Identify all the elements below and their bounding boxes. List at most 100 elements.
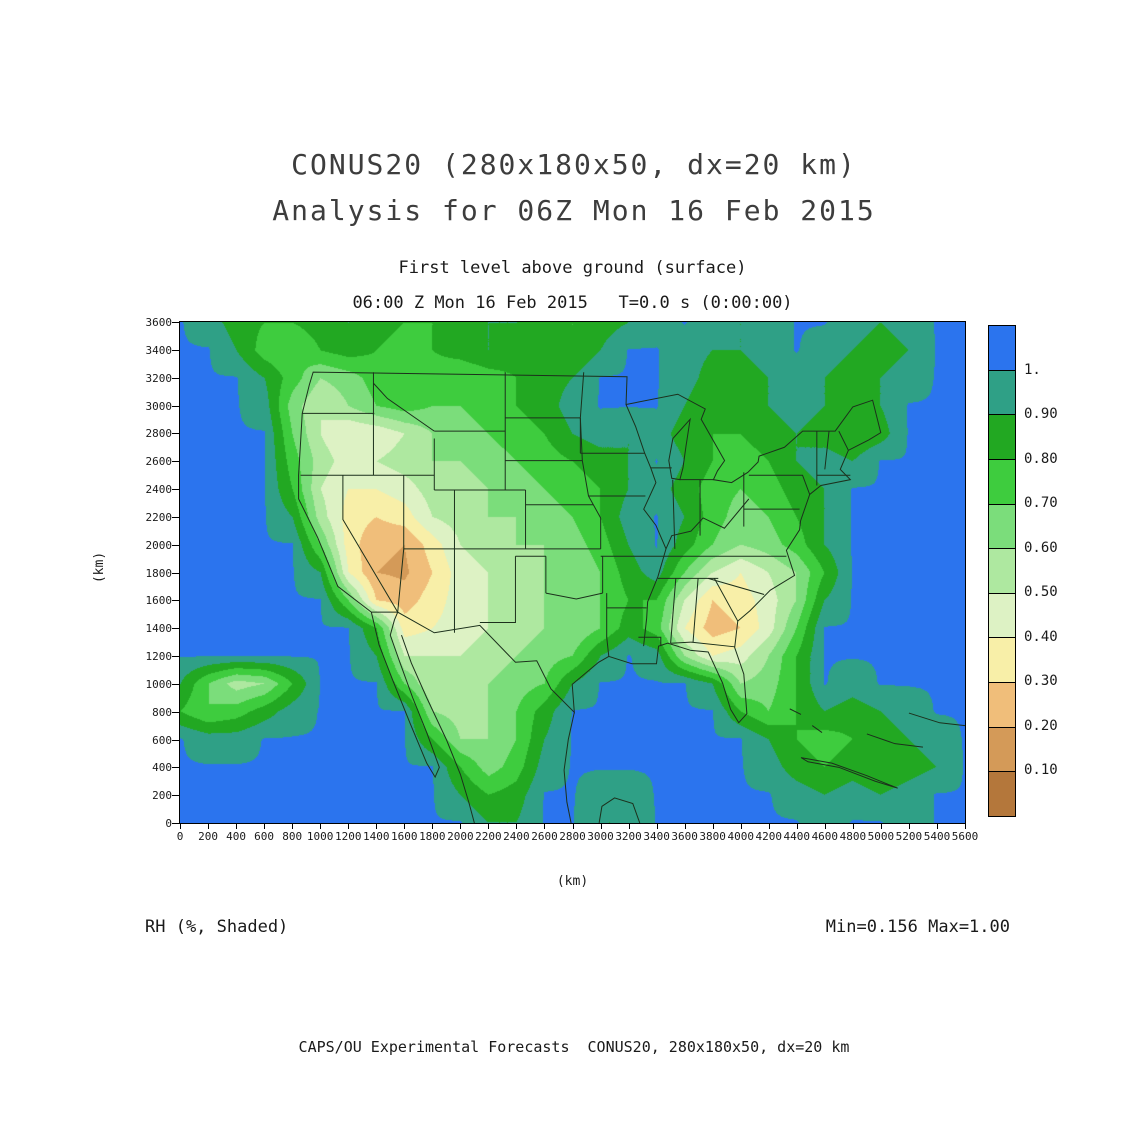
field-type-label: RH (%, Shaded) bbox=[145, 917, 289, 937]
colorbar-segments bbox=[988, 325, 1016, 817]
x-tick-label: 600 bbox=[254, 830, 275, 843]
y-tick-mark bbox=[172, 795, 179, 797]
x-tick-mark bbox=[628, 823, 630, 829]
state-border bbox=[580, 418, 600, 518]
state-border bbox=[825, 431, 829, 469]
y-tick-label: 1400 bbox=[145, 622, 173, 636]
state-border bbox=[671, 642, 691, 643]
x-tick-mark bbox=[852, 823, 854, 829]
state-border bbox=[749, 475, 810, 494]
colorbar-segment bbox=[989, 549, 1015, 594]
state-border bbox=[343, 475, 398, 612]
x-axis-unit-label: (km) bbox=[556, 874, 589, 889]
x-tick-mark bbox=[965, 823, 966, 829]
x-tick-label: 1000 bbox=[306, 830, 334, 843]
x-tick-label: 4600 bbox=[811, 830, 839, 843]
x-tick-label: 4400 bbox=[783, 830, 811, 843]
y-tick-mark bbox=[172, 405, 179, 407]
colorbar-label: 0.40 bbox=[1024, 628, 1058, 645]
lake-michigan-outline bbox=[669, 419, 690, 479]
y-tick-mark bbox=[172, 489, 179, 490]
x-tick-mark bbox=[180, 823, 181, 829]
colorbar-segment bbox=[989, 459, 1015, 505]
y-tick-mark bbox=[172, 433, 179, 435]
x-tick-label: 200 bbox=[198, 830, 218, 843]
y-tick-label: 3600 bbox=[145, 316, 173, 329]
x-tick-mark bbox=[208, 823, 210, 829]
y-tick-label: 3400 bbox=[145, 343, 173, 357]
x-tick-mark bbox=[544, 823, 546, 829]
colorbar-label: 0.30 bbox=[1024, 673, 1058, 690]
y-tick-mark bbox=[172, 739, 179, 741]
rh-field-canvas bbox=[180, 322, 965, 823]
island bbox=[790, 709, 801, 715]
x-tick-label: 2200 bbox=[475, 830, 502, 843]
state-border bbox=[580, 372, 583, 418]
x-tick-mark bbox=[404, 823, 406, 829]
y-tick-mark bbox=[172, 683, 179, 685]
x-tick-mark bbox=[796, 823, 798, 829]
x-tick-mark bbox=[908, 823, 910, 829]
x-tick-label: 4000 bbox=[727, 830, 754, 843]
x-tick-label: 5400 bbox=[923, 830, 951, 843]
x-tick-label: 1200 bbox=[334, 830, 362, 843]
y-tick-label: 3000 bbox=[145, 399, 173, 413]
colorbar-label: 0.20 bbox=[1024, 717, 1058, 734]
colorbar-segment bbox=[989, 727, 1015, 773]
y-tick-label: 1800 bbox=[145, 566, 173, 580]
coastline bbox=[564, 712, 574, 823]
colorbar-segment bbox=[989, 326, 1015, 371]
state-border bbox=[708, 578, 764, 594]
y-tick-label: 1000 bbox=[145, 677, 173, 691]
state-border bbox=[373, 383, 434, 431]
x-tick-mark bbox=[572, 823, 574, 829]
state-border bbox=[666, 499, 749, 549]
x-tick-label: 5000 bbox=[867, 830, 895, 843]
map-borders-svg bbox=[180, 322, 965, 823]
colorbar-segment bbox=[989, 683, 1015, 728]
x-tick-label: 1600 bbox=[391, 830, 418, 843]
x-tick-mark bbox=[432, 823, 434, 829]
x-tick-label: 3000 bbox=[587, 830, 614, 843]
coastline bbox=[401, 635, 474, 823]
y-tick-label: 1600 bbox=[145, 594, 173, 608]
x-tick-label: 4200 bbox=[755, 830, 783, 843]
colorbar-label: 0.50 bbox=[1024, 584, 1058, 601]
x-tick-mark bbox=[768, 823, 770, 829]
footer-credit: CAPS/OU Experimental Forecasts CONUS20, … bbox=[298, 1038, 850, 1056]
x-tick-mark bbox=[936, 823, 938, 829]
coastline bbox=[599, 798, 640, 823]
x-tick-mark bbox=[488, 823, 490, 829]
x-tick-mark bbox=[320, 823, 322, 829]
y-tick-mark bbox=[172, 656, 179, 657]
x-tick-mark bbox=[684, 823, 686, 829]
colorbar-label: 0.60 bbox=[1024, 539, 1058, 556]
x-tick-mark bbox=[460, 823, 462, 829]
y-tick-label: 3200 bbox=[145, 371, 173, 385]
colorbar-segment bbox=[989, 504, 1015, 550]
y-tick-label: 2200 bbox=[145, 510, 173, 524]
state-border bbox=[398, 475, 404, 612]
x-tick-label: 3200 bbox=[615, 830, 642, 843]
island bbox=[812, 726, 822, 733]
state-border bbox=[480, 556, 516, 622]
y-tick-mark bbox=[172, 767, 179, 769]
y-tick-mark bbox=[172, 349, 179, 351]
x-tick-label: 800 bbox=[282, 830, 303, 843]
colorbar-segment bbox=[989, 593, 1015, 639]
coastline bbox=[801, 758, 898, 789]
x-tick-mark bbox=[236, 823, 238, 829]
y-tick-mark bbox=[172, 322, 179, 323]
level-subtitle: First level above ground (surface) bbox=[398, 258, 747, 278]
y-tick-mark bbox=[172, 572, 179, 574]
x-tick-label: 0 bbox=[176, 830, 184, 843]
y-tick-label: 1200 bbox=[145, 650, 173, 663]
state-border bbox=[607, 593, 609, 656]
x-tick-mark bbox=[292, 823, 294, 829]
plot-title-line2: Analysis for 06Z Mon 16 Feb 2015 bbox=[272, 194, 876, 227]
x-tick-label: 4800 bbox=[839, 830, 867, 843]
dashed-boundary bbox=[867, 734, 923, 747]
y-tick-mark bbox=[172, 628, 179, 630]
y-tick-label: 0 bbox=[165, 817, 172, 830]
valid-time-label: 06:00 Z Mon 16 Feb 2015 T=0.0 s (0:00:00… bbox=[352, 293, 793, 313]
